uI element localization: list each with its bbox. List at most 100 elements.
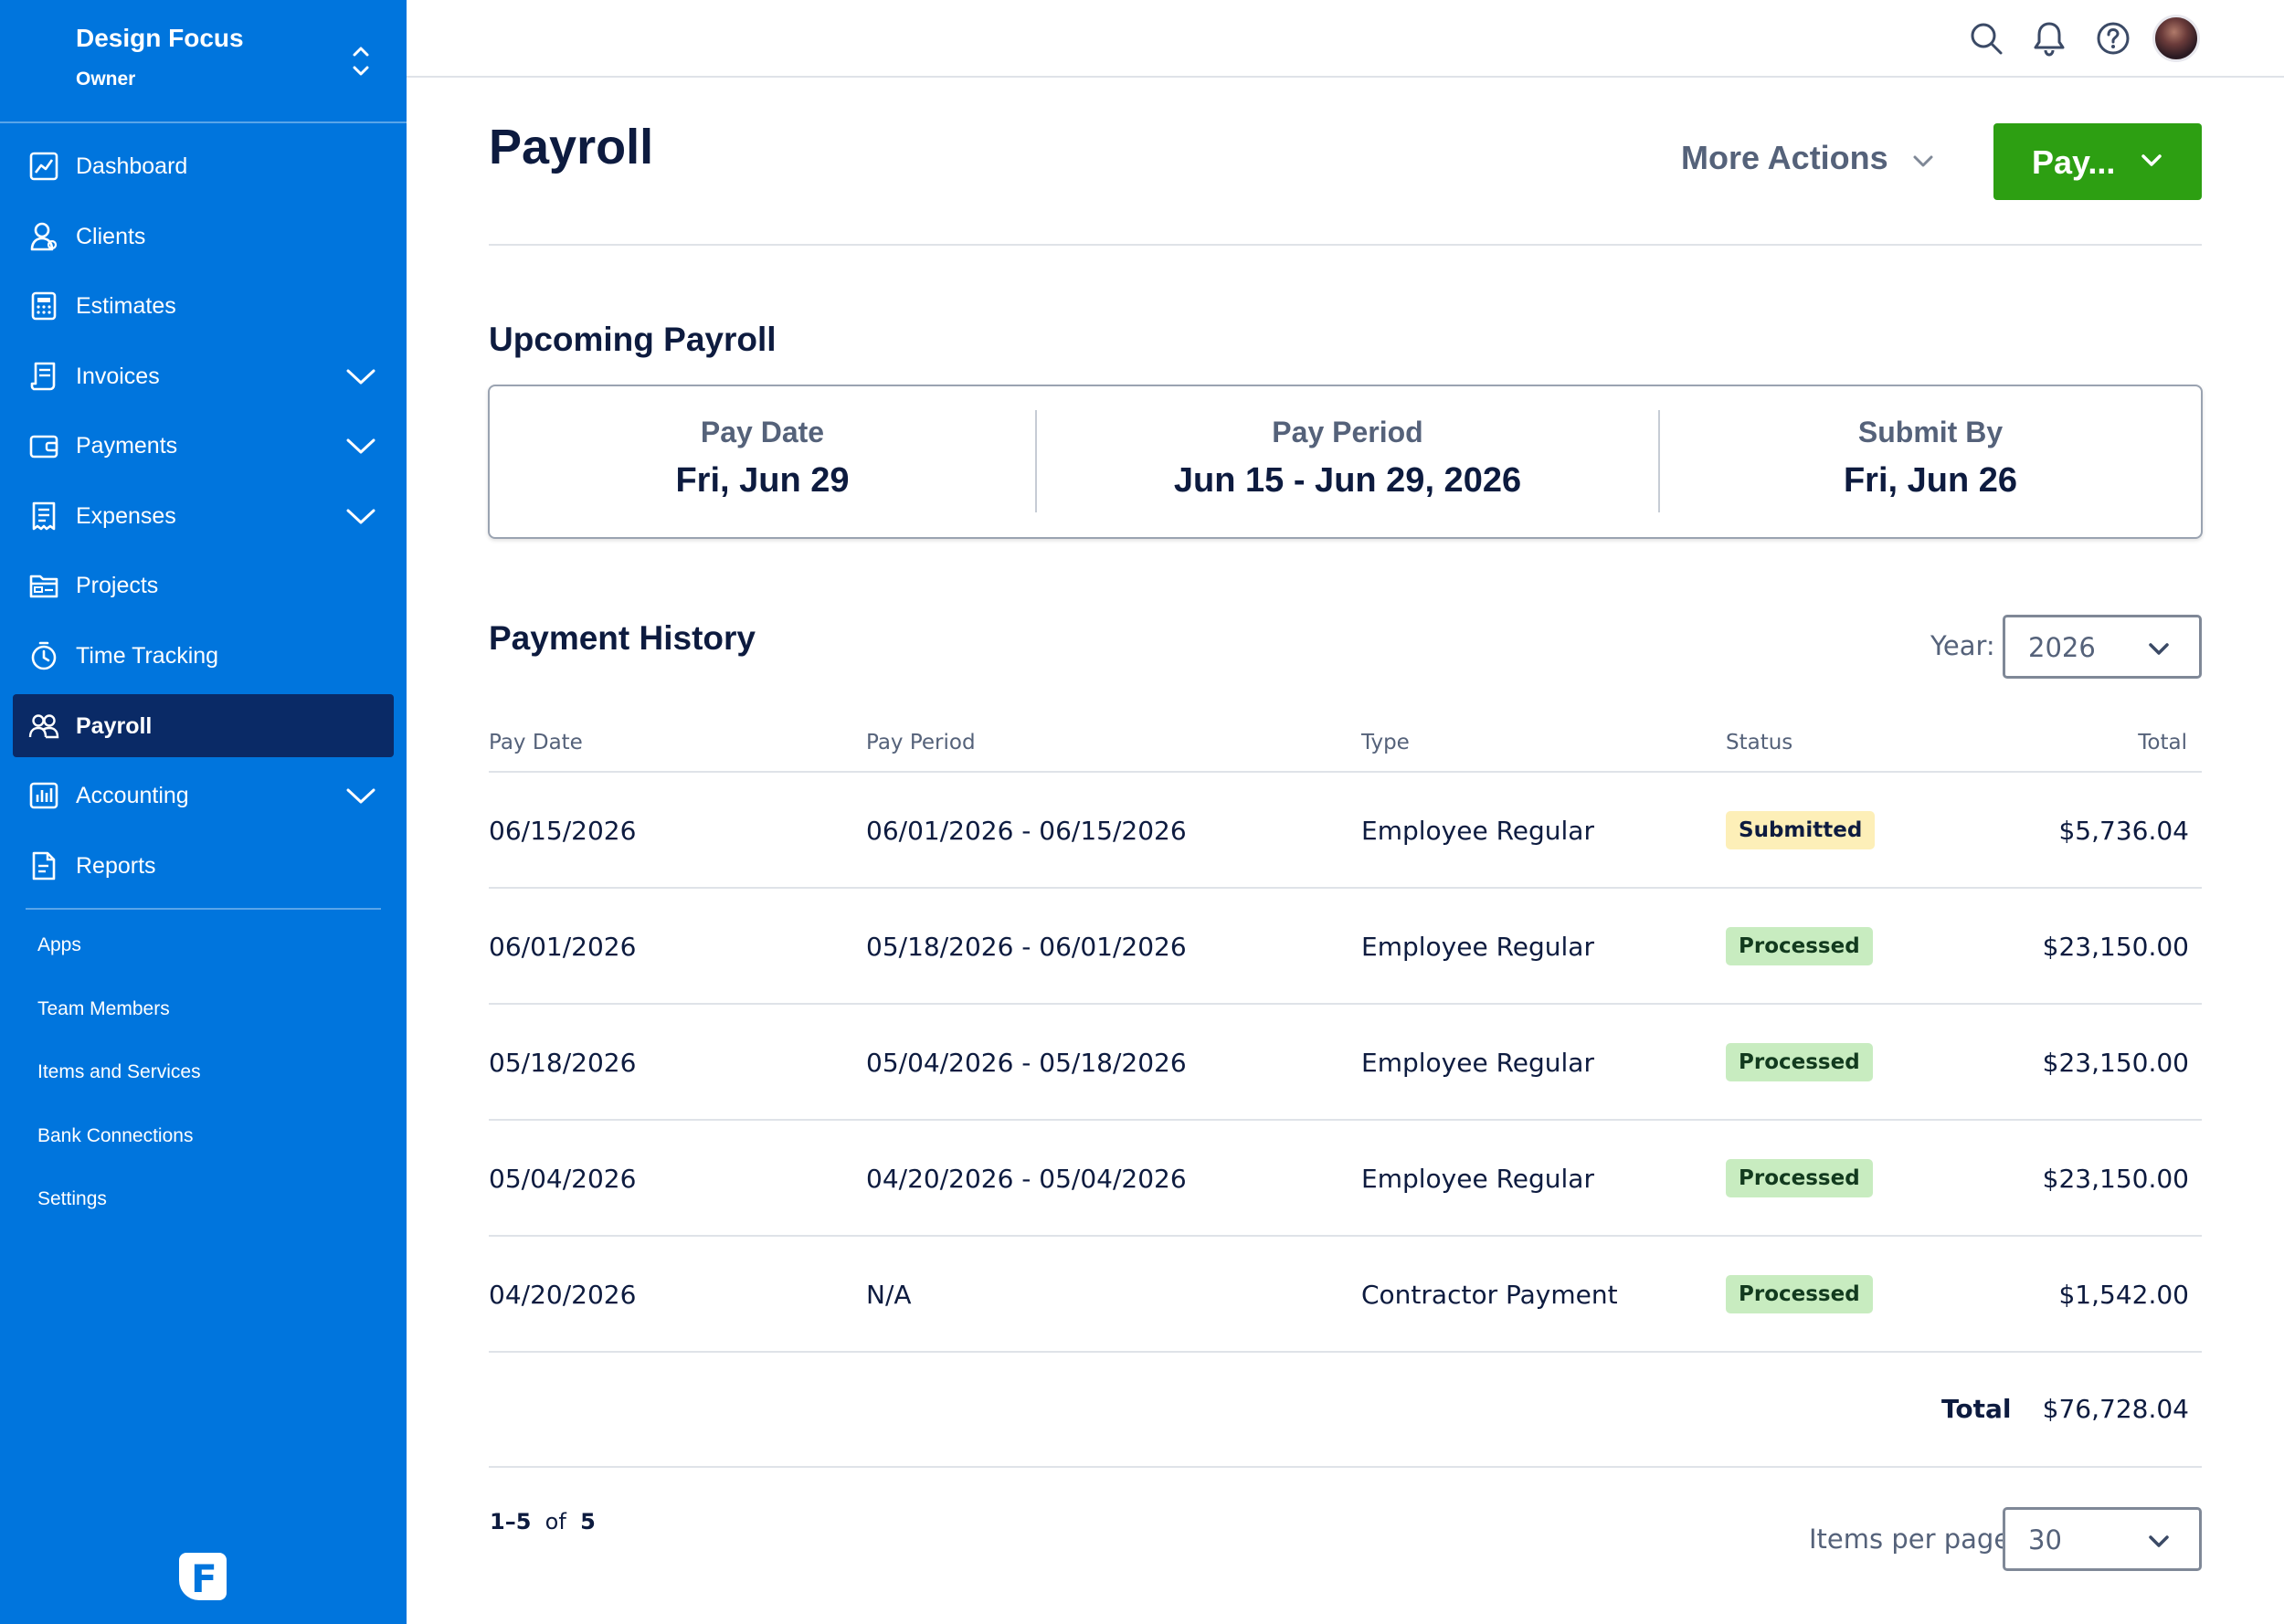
sidebar-item-dashboard[interactable]: Dashboard [13,134,394,197]
total-divider [489,1466,2202,1468]
sidebar-item-label: Payments [76,433,178,459]
pay-period-cell: 06/01/2026 - 06/15/2026 [866,816,1187,846]
clients-icon [30,222,58,251]
sidebar-item-payments[interactable]: Payments [13,414,394,477]
column-divider [1658,410,1660,512]
column-divider [1035,410,1037,512]
search-icon[interactable] [1966,18,2006,58]
pay-button[interactable]: Pay... [1993,123,2202,200]
more-actions-button[interactable]: More Actions [1681,139,1888,176]
sidebar-item-label: Expenses [76,503,176,529]
sidebar-item-label: Reports [76,853,156,879]
sidebar-link-items-and-services[interactable]: Items and Services [37,1061,201,1082]
sidebar-link-settings[interactable]: Settings [37,1188,107,1209]
receipt-icon [32,501,56,531]
type-cell: Contractor Payment [1361,1280,1618,1310]
pay-button-label: Pay... [2032,143,2116,181]
sidebar-item-payroll[interactable]: Payroll [13,694,394,757]
brand-logo-letter: F [191,1556,217,1601]
chevron-down-icon [2149,643,2169,655]
payment-history-heading: Payment History [489,619,756,657]
pay-date-value: Fri, Jun 29 [675,461,850,500]
chevron-down-icon[interactable] [345,436,376,456]
chevron-down-icon[interactable] [345,506,376,526]
chevron-down-icon[interactable] [345,366,376,386]
sidebar-item-estimates[interactable]: Estimates [13,274,394,337]
brand-logo: F [179,1553,227,1601]
sidebar-item-label: Dashboard [76,153,188,179]
sidebar-item-label: Estimates [76,293,176,319]
business-switcher[interactable]: Design Focus Owner [0,0,407,123]
type-cell: Employee Regular [1361,816,1594,846]
table-header-divider [489,771,2202,773]
sidebar-link-bank-connections[interactable]: Bank Connections [37,1125,194,1146]
sidebar-link-team-members[interactable]: Team Members [37,998,170,1019]
pagination-range: 1–5 [490,1509,532,1534]
chevron-up-down-icon [353,47,369,76]
submit-by-value: Fri, Jun 26 [1843,461,2018,500]
chevron-down-icon[interactable] [345,786,376,806]
pay-date-block: Pay Date Fri, Jun 29 [490,386,1035,537]
pay-date-cell: 05/04/2026 [489,1164,637,1194]
pay-date-cell: 05/18/2026 [489,1048,637,1078]
header-divider [489,244,2202,246]
sidebar-link-apps[interactable]: Apps [37,934,81,955]
business-role: Owner [76,69,136,90]
year-label: Year: [1930,630,1995,661]
row-divider [489,1235,2202,1237]
sidebar-item-time-tracking[interactable]: Time Tracking [13,624,394,687]
sidebar: Design Focus Owner Dashboard Clients Est… [0,0,407,1624]
type-cell: Employee Regular [1361,932,1594,962]
pay-period-cell: 05/04/2026 - 05/18/2026 [866,1048,1187,1078]
top-bar [407,0,2284,78]
pay-period-cell: 05/18/2026 - 06/01/2026 [866,932,1187,962]
sidebar-item-label: Accounting [76,783,189,808]
submit-by-label: Submit By [1857,416,2004,448]
pagination-count: 5 [580,1509,596,1534]
status-badge: Submitted [1726,811,1876,849]
chevron-down-icon [2149,1535,2169,1547]
pay-date-label: Pay Date [700,416,825,448]
bell-icon[interactable] [2029,18,2069,58]
sidebar-item-reports[interactable]: Reports [13,834,394,897]
status-badge: Processed [1726,1275,1873,1313]
business-name: Design Focus [76,24,244,52]
chevron-down-icon [2141,154,2162,166]
calculator-icon [31,291,57,321]
status-badge: Processed [1726,1159,1873,1197]
items-per-page-select[interactable]: 30 [2003,1507,2202,1571]
column-header-type[interactable]: Type [1361,731,1410,754]
column-header-pay-period[interactable]: Pay Period [866,731,976,754]
total-cell: $23,150.00 [2042,932,2189,962]
pay-period-block: Pay Period Jun 15 - Jun 29, 2026 [1037,386,1658,537]
help-icon[interactable] [2093,18,2133,58]
column-header-pay-date[interactable]: Pay Date [489,731,583,754]
row-divider [489,1003,2202,1005]
year-select[interactable]: 2026 [2003,615,2202,679]
total-value: $76,728.04 [2042,1394,2189,1424]
chevron-down-icon[interactable] [1911,153,1935,170]
sidebar-item-clients[interactable]: Clients [13,205,394,268]
pay-date-cell: 04/20/2026 [489,1280,637,1310]
sidebar-item-expenses[interactable]: Expenses [13,484,394,547]
invoice-icon [30,362,56,391]
pagination-summary: 1–5 of 5 [490,1509,596,1534]
row-divider [489,887,2202,889]
column-header-total[interactable]: Total [2138,731,2187,754]
column-header-status[interactable]: Status [1726,731,1793,754]
sidebar-item-label: Payroll [76,713,153,739]
avatar[interactable] [2152,15,2200,62]
sidebar-item-accounting[interactable]: Accounting [13,764,394,827]
total-label: Total [1941,1394,2012,1424]
sidebar-item-label: Clients [76,224,146,249]
stopwatch-icon [31,641,57,670]
sidebar-divider [26,908,381,910]
folder-icon [29,575,58,598]
upcoming-payroll-heading: Upcoming Payroll [489,321,777,358]
type-cell: Employee Regular [1361,1048,1594,1078]
sidebar-item-projects[interactable]: Projects [13,554,394,617]
sidebar-item-invoices[interactable]: Invoices [13,344,394,407]
page-title: Payroll [489,120,654,174]
sidebar-item-label: Projects [76,573,159,598]
wallet-icon [29,435,58,459]
